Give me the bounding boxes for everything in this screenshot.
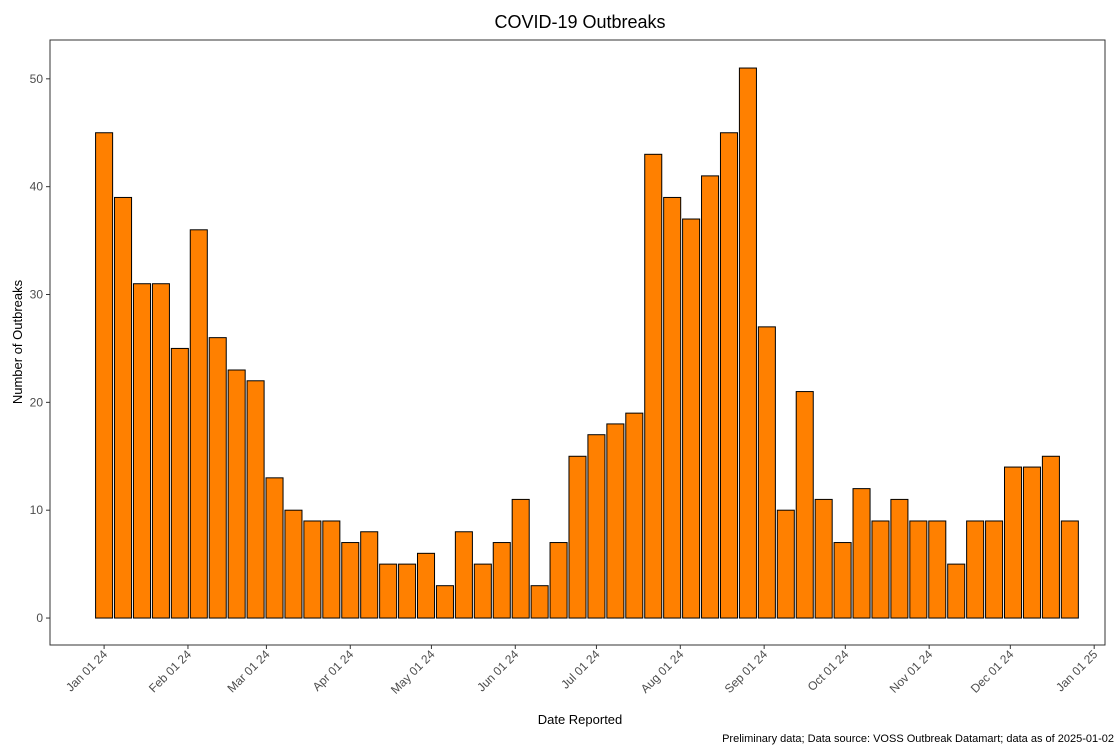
bar <box>985 520 1004 619</box>
bar <box>909 520 928 619</box>
y-tick-label: 50 <box>30 72 44 86</box>
bar <box>227 369 246 619</box>
bar <box>928 520 947 619</box>
bar <box>151 283 170 619</box>
x-tick-label: Jun 01 24 <box>474 647 521 694</box>
x-tick-label: Sep 01 24 <box>722 647 771 696</box>
x-tick-label: Mar 01 24 <box>224 647 272 695</box>
bar <box>587 434 606 619</box>
bar <box>454 531 473 619</box>
bar <box>625 412 644 619</box>
bar <box>341 542 360 619</box>
y-tick-label: 40 <box>30 180 44 194</box>
bar <box>568 455 587 619</box>
y-tick-label: 30 <box>30 288 44 302</box>
bar <box>265 477 284 619</box>
bar <box>208 337 227 619</box>
bar <box>435 585 454 619</box>
bar <box>492 542 511 619</box>
bar <box>398 563 417 619</box>
y-tick-label: 20 <box>30 395 44 409</box>
bar <box>814 498 833 619</box>
bar <box>170 347 189 619</box>
bar <box>114 196 133 619</box>
bar <box>1022 466 1041 619</box>
bar <box>416 552 436 619</box>
bar <box>644 153 663 619</box>
bar <box>511 498 530 619</box>
caption: Preliminary data; Data source: VOSS Outb… <box>722 733 1114 745</box>
x-tick-label: May 01 24 <box>388 647 438 697</box>
x-tick-label: Jan 01 24 <box>63 647 110 694</box>
bar <box>189 229 208 619</box>
bar <box>1004 466 1023 619</box>
bar <box>303 520 322 619</box>
y-tick-label: 0 <box>36 611 43 625</box>
bar <box>947 563 966 619</box>
bar <box>738 67 757 619</box>
bar <box>719 132 739 619</box>
bar <box>966 520 985 619</box>
bar <box>473 563 492 619</box>
x-axis-label: Date Reported <box>538 712 623 727</box>
bar <box>1041 455 1060 619</box>
bar <box>701 175 720 619</box>
bar <box>890 498 909 619</box>
plot-panel <box>49 39 1106 646</box>
bar <box>852 488 871 619</box>
bar <box>360 531 379 619</box>
bar <box>322 520 341 619</box>
bar <box>95 132 114 619</box>
y-tick-label: 10 <box>30 503 44 517</box>
bar <box>795 391 814 619</box>
bar <box>606 423 625 619</box>
bar <box>1060 520 1079 619</box>
x-tick-label: Nov 01 24 <box>887 647 936 696</box>
bar <box>379 563 398 619</box>
bar <box>284 509 303 619</box>
bar <box>246 380 265 619</box>
y-axis-label: Number of Outbreaks <box>10 279 25 404</box>
bar <box>871 520 890 619</box>
chart-title: COVID-19 Outbreaks <box>494 12 665 32</box>
x-tick-label: Oct 01 24 <box>805 647 852 694</box>
bar <box>549 542 568 619</box>
x-tick-label: Jan 01 25 <box>1053 647 1100 694</box>
x-tick-label: Apr 01 24 <box>310 647 357 694</box>
bar <box>757 326 776 619</box>
bar <box>530 585 549 619</box>
bar <box>682 218 701 619</box>
bar <box>132 283 151 619</box>
bar <box>833 542 852 619</box>
x-tick-label: Feb 01 24 <box>146 647 194 695</box>
x-tick-label: Dec 01 24 <box>968 647 1017 696</box>
x-tick-label: Jul 01 24 <box>558 647 603 692</box>
bar <box>776 509 795 619</box>
bar <box>663 196 682 619</box>
x-tick-label: Aug 01 24 <box>638 647 687 696</box>
